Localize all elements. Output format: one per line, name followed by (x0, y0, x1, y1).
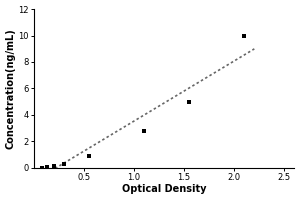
X-axis label: Optical Density: Optical Density (122, 184, 206, 194)
Y-axis label: Concentration(ng/mL): Concentration(ng/mL) (6, 28, 16, 149)
